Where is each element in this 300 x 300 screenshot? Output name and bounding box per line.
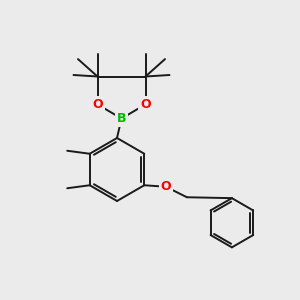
Text: B: B bbox=[117, 112, 126, 125]
Text: O: O bbox=[160, 180, 171, 193]
Text: O: O bbox=[92, 98, 103, 111]
Text: O: O bbox=[140, 98, 151, 111]
